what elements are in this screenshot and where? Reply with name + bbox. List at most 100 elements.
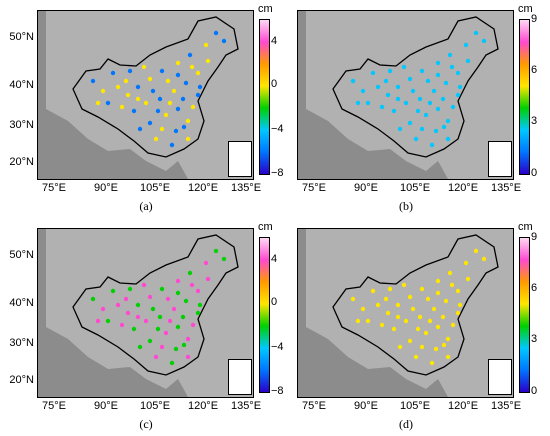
station-marker <box>407 120 413 126</box>
station-marker <box>455 92 461 98</box>
cbar-tick-a-1: 0 <box>271 78 278 90</box>
station-marker <box>197 84 203 90</box>
station-marker <box>379 104 385 110</box>
station-marker <box>213 30 219 36</box>
station-marker <box>171 88 177 94</box>
station-marker <box>167 100 173 106</box>
station-marker <box>110 70 116 76</box>
x-tick-120e: 120°E <box>187 400 219 412</box>
x-tick-135e: 135°E <box>230 400 262 412</box>
station-marker <box>445 336 451 342</box>
station-marker <box>417 314 423 320</box>
station-marker <box>410 306 416 312</box>
station-marker <box>457 84 463 90</box>
south-china-sea-inset <box>488 141 512 177</box>
station-marker <box>385 310 391 316</box>
station-marker <box>445 136 451 142</box>
cbar-tick-c-0: 4 <box>271 253 278 265</box>
x-tick-105e: 105°E <box>399 182 431 194</box>
station-marker <box>450 322 456 328</box>
station-marker <box>95 100 101 106</box>
caption-b: (b) <box>399 199 413 213</box>
x-tick-75e: 75°E <box>42 182 66 194</box>
station-marker <box>395 314 401 320</box>
station-marker <box>131 108 137 114</box>
station-marker <box>123 78 129 84</box>
cbar-tick-b-1: 6 <box>531 64 538 76</box>
station-marker <box>119 322 125 328</box>
cbar-tick-d-3: 0 <box>531 385 538 397</box>
station-marker <box>137 344 143 350</box>
station-marker <box>141 64 147 70</box>
station-marker <box>360 88 366 94</box>
station-marker <box>450 104 456 110</box>
station-marker <box>379 322 385 328</box>
caption-c: (c) <box>139 417 153 431</box>
station-marker <box>431 88 437 94</box>
station-marker <box>473 30 479 36</box>
cbar-tick-a-0: 4 <box>271 35 278 47</box>
station-marker <box>123 296 129 302</box>
panel-c: 50°N 40°N 30°N 20°N 75°E 90°E 105°E 120°… <box>0 218 283 436</box>
x-tick-75e: 75°E <box>42 400 66 412</box>
station-marker <box>447 52 453 58</box>
station-marker <box>171 306 177 312</box>
cbar-unit-c: cm <box>258 221 273 233</box>
station-marker <box>417 96 423 102</box>
station-marker <box>131 326 137 332</box>
station-marker <box>465 58 471 64</box>
station-marker <box>395 302 401 308</box>
station-marker <box>205 58 211 64</box>
station-marker <box>441 124 447 130</box>
station-marker <box>185 354 191 360</box>
station-marker <box>449 64 455 70</box>
station-marker <box>135 96 141 102</box>
map-b <box>306 11 513 179</box>
station-marker <box>213 248 219 254</box>
station-marker <box>419 68 425 74</box>
x-tick-75e: 75°E <box>302 182 326 194</box>
cbar-tick-d-0: 9 <box>531 231 538 243</box>
station-marker <box>159 344 165 350</box>
x-tick-120e: 120°E <box>447 400 479 412</box>
station-marker <box>407 338 413 344</box>
station-marker <box>157 314 163 320</box>
station-marker <box>127 286 133 292</box>
station-marker <box>457 302 463 308</box>
x-tick-90e: 90°E <box>94 182 118 194</box>
station-marker <box>195 70 201 76</box>
station-marker <box>410 88 416 94</box>
cbar-tick-b-2: 3 <box>531 115 538 127</box>
station-marker <box>185 136 191 142</box>
x-tick-120e: 120°E <box>447 182 479 194</box>
station-marker <box>435 278 441 284</box>
station-marker <box>403 100 409 106</box>
station-marker <box>185 336 191 342</box>
station-marker <box>415 326 421 332</box>
station-marker <box>175 324 181 330</box>
station-marker <box>445 118 451 124</box>
station-marker <box>105 100 111 106</box>
station-marker <box>100 306 106 312</box>
map-frame-d <box>297 228 514 398</box>
station-marker <box>433 346 439 352</box>
station-marker <box>175 290 181 296</box>
station-marker <box>115 302 121 308</box>
station-marker <box>195 92 201 98</box>
station-marker <box>147 76 153 82</box>
cbar-unit-d: cm <box>518 221 533 233</box>
colorbar-c <box>259 237 270 393</box>
station-marker <box>175 278 181 284</box>
cbar-tick-b-3: 0 <box>531 167 538 179</box>
x-tick-105e: 105°E <box>399 400 431 412</box>
station-marker <box>401 282 407 288</box>
station-marker <box>203 42 209 48</box>
colorbar-a <box>259 19 270 175</box>
cbar-tick-d-1: 6 <box>531 282 538 294</box>
station-marker <box>181 124 187 130</box>
y-tick-30n: 30°N <box>9 337 34 349</box>
station-marker <box>463 42 469 48</box>
station-marker <box>395 96 401 102</box>
station-marker <box>447 270 453 276</box>
x-tick-120e: 120°E <box>187 182 219 194</box>
